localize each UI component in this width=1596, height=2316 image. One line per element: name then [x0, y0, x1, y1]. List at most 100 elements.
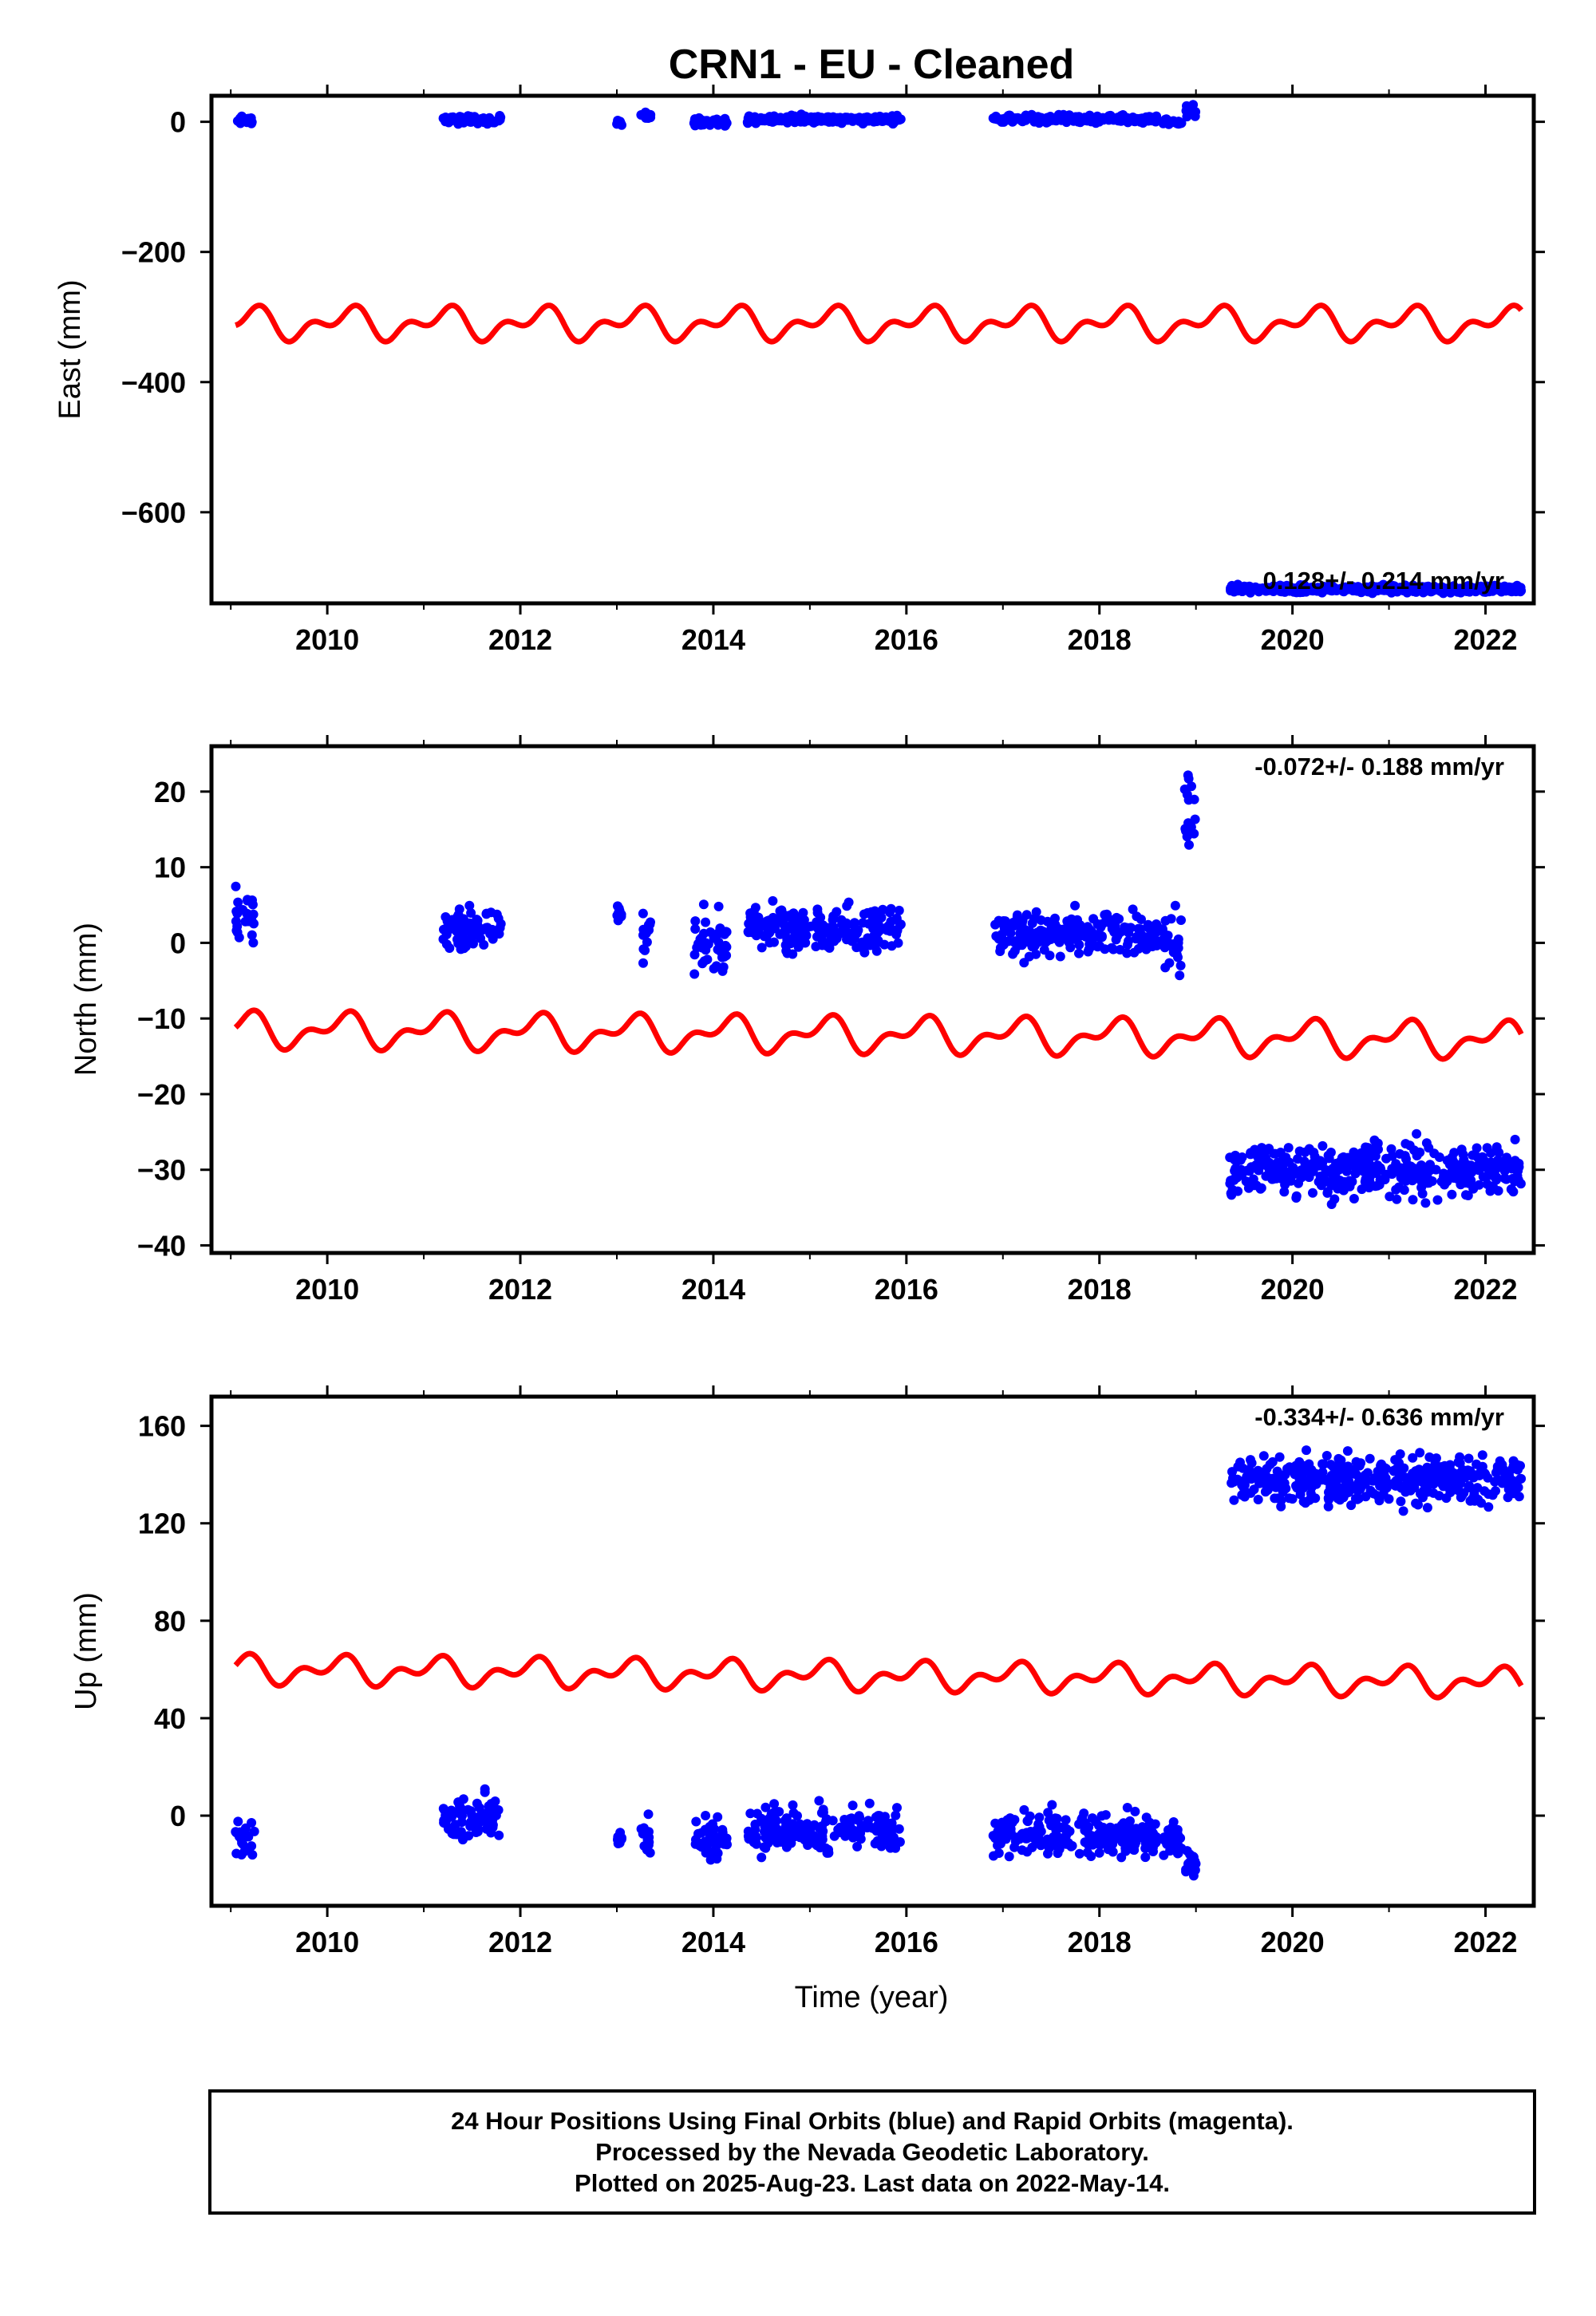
y-tick-label: 40 [154, 1702, 186, 1735]
x-tick-label: 2022 [1453, 623, 1517, 656]
data-point [488, 1811, 498, 1821]
data-point [1314, 1176, 1324, 1187]
x-tick-label: 2014 [681, 1926, 745, 1958]
data-point [1175, 970, 1185, 981]
north-panel: 2010 2012 2014 2016 2018 2020 202220100−10−20−… [69, 735, 1545, 1306]
data-point [1507, 1184, 1517, 1194]
data-point [1422, 1172, 1432, 1183]
data-point [1449, 1148, 1460, 1158]
data-point [1486, 1148, 1496, 1158]
data-point [1374, 1180, 1385, 1190]
data-point [1054, 924, 1065, 935]
data-point [1373, 1473, 1383, 1484]
data-point [645, 919, 655, 930]
x-tick-label: 2020 [1261, 1926, 1325, 1958]
data-point [721, 121, 730, 131]
data-point [1507, 1476, 1518, 1486]
y-tick-label: −200 [121, 236, 186, 269]
data-point [1497, 1478, 1507, 1488]
data-point [1324, 1495, 1334, 1504]
data-point [1393, 1164, 1403, 1174]
data-point [837, 919, 847, 930]
data-point [1188, 100, 1199, 110]
data-point [1048, 1835, 1058, 1845]
data-point [713, 1812, 723, 1822]
data-point [477, 1809, 487, 1820]
data-point [1321, 1451, 1332, 1460]
data-point [1121, 114, 1131, 124]
data-point [1149, 939, 1159, 949]
data-point [878, 1835, 888, 1845]
data-point [1456, 1180, 1466, 1190]
data-point [1293, 1154, 1303, 1164]
data-point [1406, 1161, 1416, 1172]
east-panel: 2010 2012 2014 2016 2018 2020 2022 0 −200 −400 −60… [53, 85, 1545, 656]
footer-line-3: Plotted on 2025-Aug-23. Last data on 202… [575, 2169, 1170, 2197]
data-point [1128, 904, 1138, 915]
data-point [771, 1815, 781, 1825]
data-point [1242, 1166, 1251, 1176]
data-point [1182, 1846, 1192, 1856]
data-point [855, 114, 866, 124]
data-point [697, 115, 707, 125]
data-point [1270, 1148, 1281, 1159]
data-point [814, 1823, 824, 1833]
data-point [1432, 583, 1442, 593]
seasonal-model-line [233, 1007, 1524, 1062]
x-tick-label: 2022 [1453, 1273, 1517, 1306]
data-point [1033, 937, 1044, 947]
data-point [1065, 113, 1076, 124]
data-point [1353, 1486, 1363, 1496]
data-point [1304, 1172, 1314, 1182]
data-point [1333, 1184, 1343, 1194]
data-point [1346, 1468, 1357, 1479]
data-point [1491, 1142, 1502, 1152]
data-point [1033, 1819, 1044, 1829]
data-point [829, 1831, 839, 1841]
data-point [1163, 117, 1174, 128]
data-point [816, 1808, 827, 1818]
data-point [746, 924, 757, 935]
data-point [1500, 586, 1511, 596]
data-point [1031, 907, 1041, 917]
data-point [1170, 900, 1180, 911]
data-point [1061, 1829, 1072, 1840]
data-point [1010, 1836, 1021, 1847]
data-point [849, 918, 859, 928]
data-point [1004, 1852, 1014, 1862]
data-point [472, 118, 483, 128]
data-point [1122, 1803, 1132, 1812]
y-tick-label: −600 [121, 496, 186, 529]
data-point [486, 1799, 496, 1809]
data-point [1230, 1155, 1240, 1165]
data-point [1172, 1828, 1183, 1839]
data-point [249, 919, 259, 929]
y-tick-label: 0 [170, 106, 186, 139]
data-point [837, 927, 847, 938]
data-point [1403, 584, 1413, 595]
plot-frame [209, 93, 1536, 606]
data-point [1266, 1161, 1275, 1172]
data-point [1510, 1176, 1519, 1187]
data-point [1349, 1147, 1359, 1157]
data-point [786, 910, 796, 920]
data-point [760, 1802, 771, 1812]
data-point [1386, 1144, 1396, 1154]
data-point [1019, 1804, 1029, 1815]
data-point [808, 117, 819, 128]
data-point [243, 1832, 254, 1842]
data-point [840, 113, 851, 123]
data-point [1089, 932, 1100, 943]
data-point [1111, 935, 1121, 945]
up-panel: 2010 2012 2014 2016 2018 2020 2022 160 120 80 40 0 U… [69, 1385, 1545, 1958]
data-point [800, 938, 811, 948]
data-point [1425, 1160, 1435, 1170]
data-point [638, 958, 648, 968]
data-point [1432, 1195, 1443, 1205]
data-point [484, 117, 494, 127]
data-point [1493, 1186, 1503, 1196]
data-point [1035, 1836, 1045, 1846]
data-point [1484, 1164, 1495, 1174]
data-point [1297, 1172, 1307, 1183]
